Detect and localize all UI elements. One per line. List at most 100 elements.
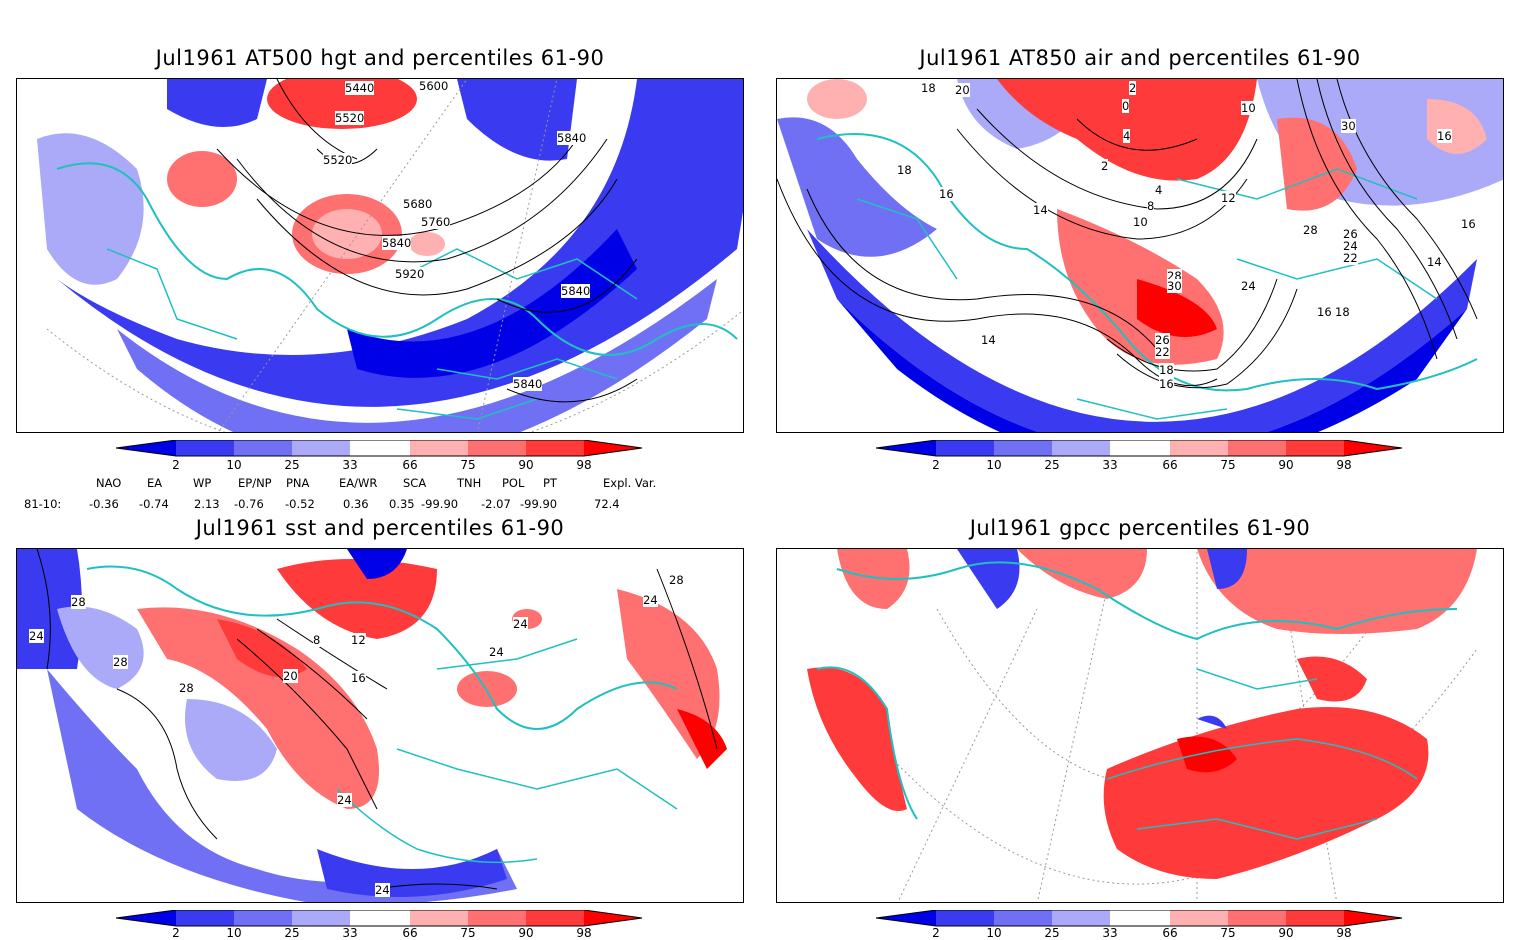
colorbar-svg [115,909,643,927]
index-value-expl-var: 72.4 [594,497,620,511]
contour-label: 20 [283,669,298,683]
panel-title-air850: Jul1961 AT850 air and percentiles 61-90 [919,46,1361,70]
contour-label: 14 [1427,255,1442,269]
contour-label: 14 [1033,203,1048,217]
colorbar-sst: 2 10 25 33 66 75 90 98 [115,909,646,940]
contour-label: 12 [1221,191,1236,205]
contour-label: 10 [1241,101,1256,115]
map-panel-air850: 18 20 2 0 4 2 10 30 16 18 16 16 14 10 8 … [776,78,1504,433]
colorbar-tick-label: 75 [1220,926,1236,940]
contour-label: 28 [113,655,128,669]
contour-line [216,138,578,236]
contour-label: 5840 [561,284,591,298]
contour-label: 20 [955,83,970,97]
colorbar-tick-label: 90 [518,458,534,472]
colorbar-tick-label: 75 [1220,458,1236,472]
colorbar-tick-label: 75 [460,458,476,472]
colorbar-tick-label: 66 [1162,926,1178,940]
contour-label: 22 [1343,251,1358,265]
contour-label: 5920 [395,267,425,281]
contour-label: 28 [669,573,684,587]
contour-label: 16 [939,187,954,201]
warm-anomaly-region [137,607,379,809]
contour-label: 5840 [382,236,412,250]
contour-label: 16 [351,671,366,685]
contour-label: 4 [1155,183,1163,197]
index-header-pt: PT [543,476,557,490]
colorbar-tick-label: 98 [1336,458,1352,472]
contour-label: 5440 [345,81,375,95]
contour-label: 28 [71,595,86,609]
coastline [816,133,1478,392]
contour-label: 18 [1335,305,1350,319]
index-value-wp: 2.13 [194,497,220,511]
coastline [86,565,678,730]
colorbar-tick-label: 98 [1336,926,1352,940]
index-header-sca: SCA [403,476,427,490]
colorbar-tick-label: 33 [1102,458,1118,472]
colorbar-tick-label: 10 [226,926,242,940]
map-panel-sst: 28 24 28 28 8 12 16 20 24 24 28 24 24 24 [16,548,744,903]
contour-label: 5520 [335,111,365,125]
contour-label: 24 [375,883,390,897]
contour-label: 24 [337,793,352,807]
contour-line [36,549,51,670]
contour-label: 22 [1155,345,1170,359]
map-hgt500-svg [17,79,743,432]
colorbar-tick-label: 10 [226,458,242,472]
index-header-wp: WP [193,476,212,490]
index-value-epnp: -0.76 [234,497,264,511]
colorbar-air850: 2 10 25 33 66 75 90 98 [875,439,1406,476]
panel-title-sst: Jul1961 sst and percentiles 61-90 [195,516,565,540]
contour-label: 5520 [323,153,353,167]
colorbar-tick-label: 33 [342,458,358,472]
map-air850-svg [777,79,1503,432]
colorbar-tick-label: 98 [576,926,592,940]
colorbar-tick-label: 33 [342,926,358,940]
contour-label: 16 [1461,217,1476,231]
contour-label: 8 [1147,199,1155,213]
map-gpcc-svg [807,549,1478,902]
contour-label: 16 [1437,129,1452,143]
index-value-nao: -0.36 [89,497,119,511]
index-header-ea: EA [147,476,163,490]
contour-label: 5600 [419,79,449,93]
contour-label: 24 [29,629,44,643]
colorbar-tick-label: 90 [1278,926,1294,940]
colorbar-tick-label: 66 [1162,458,1178,472]
colorbar-gpcc: 2 10 25 33 66 75 90 98 [875,909,1406,940]
index-value-ea: -0.74 [139,497,169,511]
colorbar-tick-label: 2 [172,926,180,940]
colorbar-tick-label: 98 [576,458,592,472]
contour-label: 30 [1167,279,1182,293]
colorbar-svg [875,439,1403,457]
contour-label: 28 [1303,223,1318,237]
index-value-sca: 0.35 [389,497,415,511]
coastline [56,162,738,356]
contour-label: 8 [313,633,321,647]
map-panel-hgt500: 5440 5600 5520 5520 5840 5680 5760 5840 … [16,78,744,433]
colorbar-tick-label: 25 [284,926,300,940]
colorbar-tick-label: 25 [1044,926,1060,940]
colorbar-tick-label: 66 [402,926,418,940]
index-row-label: 81-10: [24,497,62,511]
contour-label: 5840 [513,377,543,391]
colorbar-tick-label: 2 [172,458,180,472]
colorbar-tick-label: 2 [932,458,940,472]
colorbar-tick-label: 33 [1102,926,1118,940]
panel-title-gpcc: Jul1961 gpcc percentiles 61-90 [969,516,1311,540]
index-value-pol: -2.07 [481,497,511,511]
contour-label: 24 [1241,279,1256,293]
contour-label: 10 [1133,215,1148,229]
contour-label: 4 [1123,129,1131,143]
colorbar-svg [115,439,643,457]
index-header-eawr: EA/WR [339,476,378,490]
colorbar-tick-label: 75 [460,926,476,940]
cold-anomaly-region [57,79,743,407]
index-header-epnp: EP/NP [238,476,272,490]
colorbar-tick-label: 25 [1044,458,1060,472]
index-header-pna: PNA [286,476,310,490]
index-value-eawr: 0.36 [343,497,369,511]
contour-label: 5760 [421,215,451,229]
contour-label: 5840 [557,131,587,145]
